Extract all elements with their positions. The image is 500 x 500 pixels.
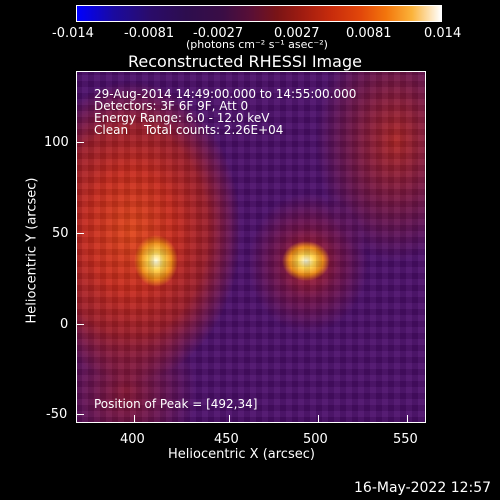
y-tick (76, 142, 84, 143)
annotation-detectors: Detectors: 3F 6F 9F, Att 0 (94, 99, 249, 113)
x-tick-label: 400 (120, 432, 145, 447)
y-axis-label: Heliocentric Y (arcsec) (24, 177, 40, 324)
x-axis-label: Heliocentric X (arcsec) (168, 447, 315, 462)
colorbar-units: (photons cm⁻² s⁻¹ asec⁻²) (186, 38, 328, 51)
annotation-clean: Clean (94, 123, 129, 137)
x-tick-label: 550 (393, 432, 418, 447)
x-tick-label: 500 (303, 432, 328, 447)
colorbar-tick-label: 0.0081 (346, 26, 392, 41)
y-tick-label: -50 (46, 407, 68, 422)
y-tick-label: 50 (52, 226, 69, 241)
x-tick (229, 415, 230, 423)
plot-title: Reconstructed RHESSI Image (128, 52, 362, 71)
y-tick (76, 324, 84, 325)
annotation-total-counts: Total counts: 2.26E+04 (144, 123, 284, 137)
colorbar-tick-label: -0.014 (52, 26, 94, 41)
annotation-time-range: 29-Aug-2014 14:49:00.000 to 14:55:00.000 (94, 87, 357, 101)
y-tick-label: 0 (60, 317, 69, 332)
x-tick-label: 450 (214, 432, 239, 447)
colorbar-tick-label: -0.0027 (193, 26, 244, 41)
annotation-peak-position: Position of Peak = [492,34] (94, 397, 258, 411)
annotation-energy-range: Energy Range: 6.0 - 12.0 keV (94, 111, 270, 125)
y-tick (76, 233, 84, 234)
x-tick (318, 415, 319, 423)
colorbar (76, 5, 442, 22)
colorbar-tick-label: 0.0027 (274, 26, 320, 41)
y-tick (76, 414, 84, 415)
rhessi-image (76, 71, 426, 423)
y-tick-label: 100 (44, 135, 69, 150)
x-tick (407, 415, 408, 423)
x-tick (134, 415, 135, 423)
colorbar-tick-label: -0.0081 (124, 26, 175, 41)
image-pixel-texture (76, 71, 426, 423)
plot-frame (76, 71, 426, 423)
colorbar-tick-label: 0.014 (424, 26, 462, 41)
render-timestamp: 16-May-2022 12:57 (354, 480, 492, 496)
